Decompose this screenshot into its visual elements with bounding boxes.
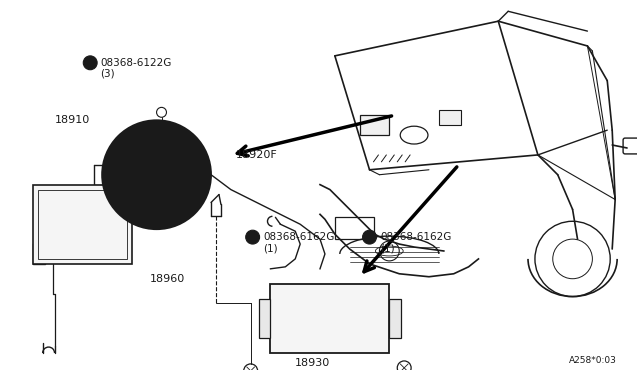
Text: 18930: 18930	[295, 358, 330, 368]
Bar	[389, 299, 401, 338]
Text: S: S	[88, 60, 93, 66]
Text: S: S	[250, 234, 255, 240]
Text: 08368-6122G: 08368-6122G	[100, 58, 172, 68]
Text: 18910: 18910	[54, 115, 90, 125]
Circle shape	[246, 230, 260, 244]
Circle shape	[102, 120, 211, 229]
Bar	[33, 185, 132, 264]
Bar	[259, 299, 271, 338]
Text: 18920F: 18920F	[236, 150, 278, 160]
Text: A258*0:03: A258*0:03	[569, 356, 617, 365]
Bar	[271, 284, 389, 353]
Bar	[439, 110, 461, 125]
Bar	[38, 190, 127, 259]
Text: 08368-6162G: 08368-6162G	[380, 232, 452, 242]
Text: (1): (1)	[380, 243, 395, 253]
FancyBboxPatch shape	[623, 138, 640, 154]
Circle shape	[363, 230, 376, 244]
Bar	[360, 115, 389, 135]
Text: 18960: 18960	[150, 274, 185, 284]
Text: S: S	[367, 234, 372, 240]
Circle shape	[150, 168, 163, 181]
Ellipse shape	[400, 126, 428, 144]
Text: (1): (1)	[264, 243, 278, 253]
Text: (3): (3)	[100, 69, 115, 79]
Circle shape	[83, 56, 97, 70]
Text: 08368-6162G: 08368-6162G	[264, 232, 335, 242]
Bar	[335, 217, 374, 239]
